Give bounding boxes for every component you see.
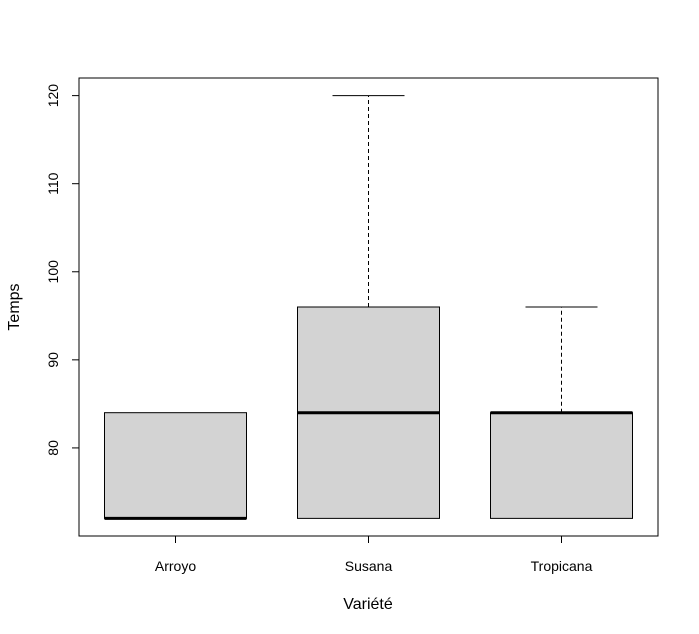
y-tick-label-90: 90 xyxy=(45,352,61,368)
y-tick-label-100: 100 xyxy=(45,260,61,284)
x-tick-label-tropicana: Tropicana xyxy=(531,558,593,574)
box-susana xyxy=(297,95,440,519)
y-axis: 80 90 100 110 120 xyxy=(45,84,80,456)
x-tick-label-susana: Susana xyxy=(345,558,393,574)
y-tick-label-110: 110 xyxy=(45,172,61,195)
y-tick-label-120: 120 xyxy=(45,84,61,108)
iqr-box-tropicana xyxy=(490,412,633,519)
box-arroyo xyxy=(104,412,247,520)
x-axis: Arroyo Susana Tropicana xyxy=(155,535,593,574)
x-tick-label-arroyo: Arroyo xyxy=(155,558,196,574)
box-tropicana xyxy=(490,306,633,519)
iqr-box-arroyo xyxy=(104,412,247,519)
y-tick-label-80: 80 xyxy=(45,440,61,456)
x-axis-title: Variété xyxy=(343,596,393,613)
boxes-layer xyxy=(104,95,633,520)
y-axis-title: Temps xyxy=(6,283,23,330)
